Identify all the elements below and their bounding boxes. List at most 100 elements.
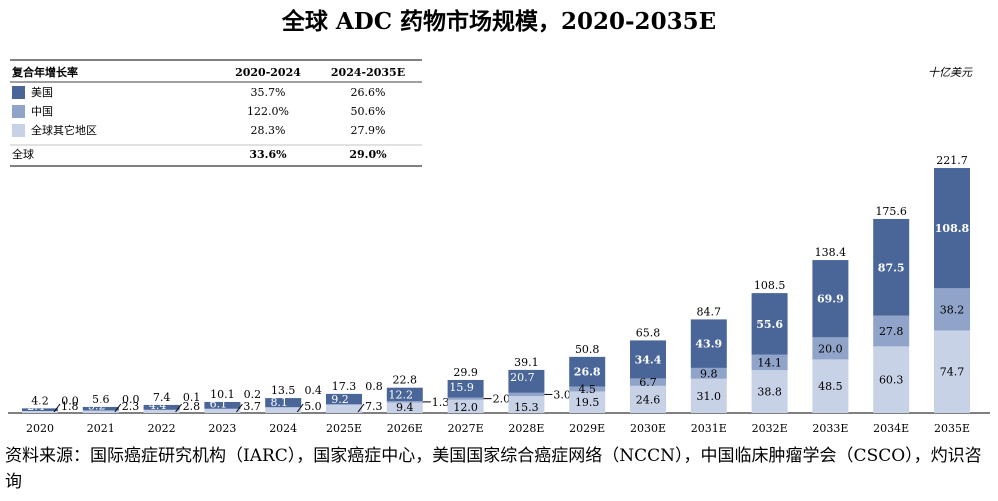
us-value-label: 26.8 — [574, 366, 601, 379]
row-value-label: 7.3 — [365, 400, 383, 413]
x-tick-label: 2026E — [387, 422, 423, 435]
legend-swatch — [12, 86, 25, 99]
china-value-label: 0.1 — [183, 391, 201, 404]
x-tick-label: 2029E — [569, 422, 605, 435]
bar-segment-row — [22, 411, 58, 413]
x-tick-label: 2030E — [630, 422, 666, 435]
x-tick-label: 2020 — [26, 422, 54, 435]
unit-label: 十亿美元 — [928, 66, 973, 79]
bar-segment-china — [630, 378, 666, 386]
chart-title: 全球 ADC 药物市场规模，2020-2035E — [281, 8, 717, 35]
bar-segment-row — [508, 396, 545, 413]
bar-segment-row — [143, 409, 180, 413]
bar-segment-row — [326, 404, 362, 413]
bar-segment-row — [569, 391, 606, 413]
bar-segment-us — [812, 260, 849, 338]
table-cell-cagr-2: 27.9% — [351, 124, 386, 137]
us-value-label: 108.8 — [935, 222, 970, 235]
us-value-label: 20.7 — [510, 371, 535, 384]
china-value-label: 0.2 — [244, 388, 262, 401]
bar-segment-row — [386, 402, 423, 413]
bar-segment-us — [569, 356, 606, 387]
table-cell-cagr-2: 29.0% — [349, 148, 387, 161]
bar-segment-china — [326, 404, 362, 405]
bar-segment-row — [751, 370, 788, 413]
china-value-label: 9.8 — [700, 367, 718, 380]
us-value-label: 69.9 — [817, 293, 844, 306]
total-label: 65.8 — [636, 326, 661, 339]
table-cell-cagr-1: 35.7% — [251, 86, 286, 99]
us-value-label: 34.4 — [635, 353, 662, 366]
bar-segment-row — [812, 359, 849, 413]
us-value-label: 9.2 — [331, 393, 349, 406]
china-value-label: 0.0 — [61, 394, 79, 407]
row-value-label: 31.0 — [697, 390, 722, 403]
china-value-label: 4.5 — [578, 383, 596, 396]
x-tick-label: 2033E — [812, 422, 848, 435]
bar-segment-row — [204, 408, 241, 413]
total-label: 221.7 — [936, 154, 968, 167]
china-value-label: 14.1 — [757, 356, 782, 369]
bar-segment-row — [630, 385, 666, 413]
row-value-label: 2.8 — [183, 400, 201, 413]
bar-segment-us — [508, 369, 545, 393]
table-header-period-2: 2024-2035E — [331, 66, 405, 79]
table-cell-cagr-1: 122.0% — [247, 105, 289, 118]
bar-segment-china — [569, 386, 606, 392]
bar-segment-us — [265, 398, 302, 408]
china-value-label: 6.7 — [639, 376, 657, 389]
total-label: 5.6 — [92, 393, 110, 406]
source-note: 资料来源：国际癌症研究机构（IARC），国家癌症中心，美国国家综合癌症网络（NC… — [5, 446, 982, 492]
x-tick-label: 2034E — [873, 422, 909, 435]
x-tick-label: 2027E — [448, 422, 484, 435]
bar-segment-us — [82, 406, 119, 411]
bar-segment-us — [22, 408, 58, 412]
china-value-label: 38.2 — [940, 303, 965, 316]
china-value-label: 0.0 — [122, 393, 140, 406]
us-value-label: 55.6 — [756, 318, 783, 331]
total-label: 7.4 — [153, 391, 171, 404]
x-tick-label: 2021 — [87, 422, 115, 435]
china-value-label: 20.0 — [818, 342, 843, 355]
row-value-label: 74.7 — [940, 366, 965, 379]
total-label: 10.1 — [210, 388, 235, 401]
x-tick-label: 2022 — [148, 422, 176, 435]
row-value-label: 60.3 — [879, 374, 904, 387]
row-value-label: 24.6 — [636, 393, 661, 406]
us-value-label: 3.2 — [88, 399, 106, 412]
table-header-label: 复合年增长率 — [11, 65, 78, 79]
row-value-label: 3.7 — [243, 400, 261, 413]
row-value-label: 2.3 — [122, 400, 140, 413]
x-tick-label: 2028E — [508, 422, 544, 435]
us-value-label: 43.9 — [695, 338, 722, 351]
china-value-label: 1.3 — [432, 396, 450, 409]
bar-segment-row — [265, 407, 302, 413]
x-tick-label: 2025E — [326, 422, 362, 435]
legend-swatch — [12, 124, 25, 137]
x-tick-label: 2023 — [208, 422, 236, 435]
legend-swatch — [12, 105, 25, 118]
bar-segment-us — [326, 393, 362, 405]
bar-segment-us — [143, 404, 180, 410]
bar-segment-row — [873, 346, 910, 413]
total-label: 84.7 — [697, 305, 722, 318]
table-cell-cagr-2: 50.6% — [351, 105, 386, 118]
us-value-label: 15.9 — [449, 381, 474, 394]
bar-segment-china — [751, 354, 788, 371]
us-value-label: 87.5 — [878, 261, 905, 274]
bar-segment-us — [447, 379, 484, 398]
bar-segment-row — [690, 378, 727, 413]
us-value-label: 2.4 — [27, 400, 45, 413]
row-value-label: 5.0 — [304, 400, 322, 413]
total-label: 4.2 — [31, 394, 49, 407]
total-label: 175.6 — [875, 205, 907, 218]
table-row-label: 全球其它地区 — [31, 123, 97, 137]
bar-segment-china — [386, 401, 423, 403]
bar-segment-us — [386, 387, 423, 402]
table-row-label: 全球 — [12, 147, 34, 161]
bar-segment-us — [204, 401, 241, 409]
leader-line — [235, 403, 243, 413]
bar-segment-china — [934, 288, 970, 331]
bar-segment-row — [82, 410, 119, 413]
bar-segment-china — [690, 367, 727, 379]
